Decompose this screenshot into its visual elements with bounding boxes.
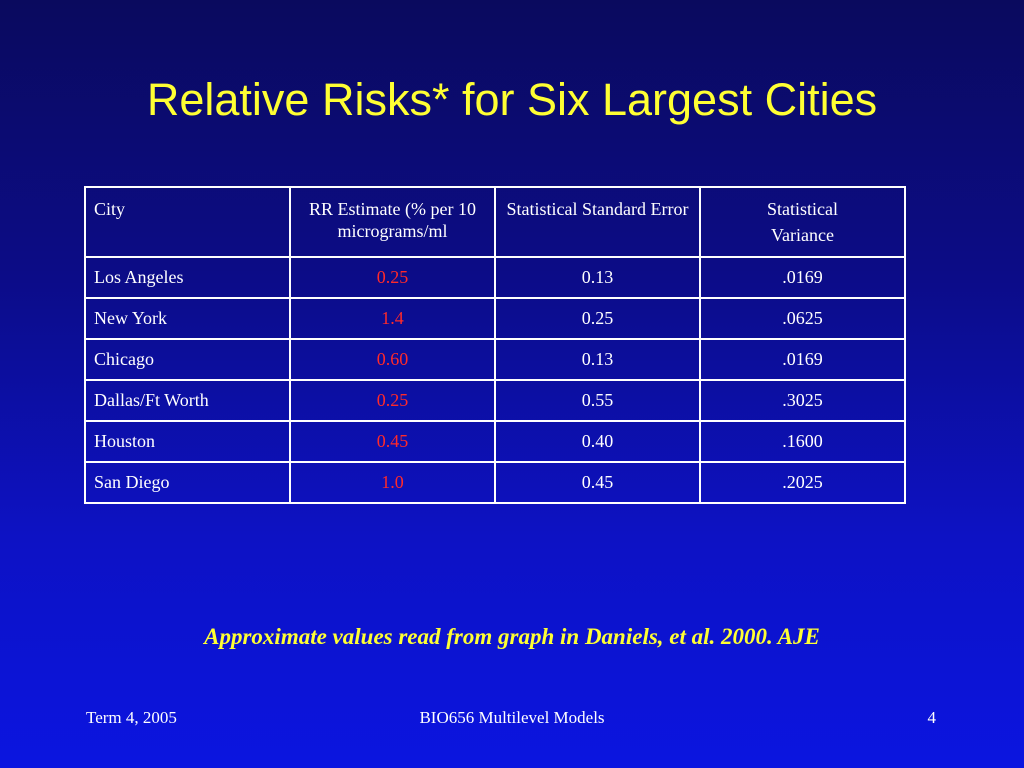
cell-city: Dallas/Ft Worth	[84, 379, 291, 422]
table-row: Dallas/Ft Worth 0.25 0.55 .3025	[84, 379, 906, 422]
cell-se: 0.55	[494, 379, 701, 422]
table-row: Houston 0.45 0.40 .1600	[84, 420, 906, 463]
footer-course: BIO656 Multilevel Models	[419, 708, 605, 727]
table-row: Los Angeles 0.25 0.13 .0169	[84, 256, 906, 299]
cell-se: 0.13	[494, 256, 701, 299]
cell-se: 0.13	[494, 338, 701, 381]
header-city: City	[84, 186, 291, 258]
cell-variance: .3025	[699, 379, 906, 422]
cell-variance: .1600	[699, 420, 906, 463]
cell-variance: .0169	[699, 338, 906, 381]
header-standard-error: Statistical Standard Error	[494, 186, 701, 258]
cell-rr: 0.45	[289, 420, 496, 463]
cell-variance: .2025	[699, 461, 906, 504]
cell-se: 0.45	[494, 461, 701, 504]
cell-rr: 1.0	[289, 461, 496, 504]
cell-se: 0.25	[494, 297, 701, 340]
table-row: San Diego 1.0 0.45 .2025	[84, 461, 906, 504]
relative-risks-table: City RR Estimate (% per 10 micrograms/ml…	[84, 186, 906, 504]
footer-page-number: 4	[927, 708, 937, 727]
source-footnote: Approximate values read from graph in Da…	[204, 624, 820, 649]
table-row: New York 1.4 0.25 .0625	[84, 297, 906, 340]
cell-rr: 0.25	[289, 379, 496, 422]
cell-se: 0.40	[494, 420, 701, 463]
cell-rr: 0.25	[289, 256, 496, 299]
header-variance-line2: Variance	[771, 225, 834, 245]
footer-term: Term 4, 2005	[86, 708, 177, 727]
header-rr-estimate: RR Estimate (% per 10 micrograms/ml	[289, 186, 496, 258]
cell-city: San Diego	[84, 461, 291, 504]
cell-rr: 0.60	[289, 338, 496, 381]
cell-city: Houston	[84, 420, 291, 463]
cell-city: Chicago	[84, 338, 291, 381]
header-variance: Statistical Variance	[699, 186, 906, 258]
cell-variance: .0625	[699, 297, 906, 340]
table-row: Chicago 0.60 0.13 .0169	[84, 338, 906, 381]
header-variance-line1: Statistical	[767, 199, 838, 219]
slide-title: Relative Risks* for Six Largest Cities	[146, 74, 878, 125]
cell-city: New York	[84, 297, 291, 340]
cell-city: Los Angeles	[84, 256, 291, 299]
cell-variance: .0169	[699, 256, 906, 299]
cell-rr: 1.4	[289, 297, 496, 340]
table-header-row: City RR Estimate (% per 10 micrograms/ml…	[84, 186, 906, 258]
